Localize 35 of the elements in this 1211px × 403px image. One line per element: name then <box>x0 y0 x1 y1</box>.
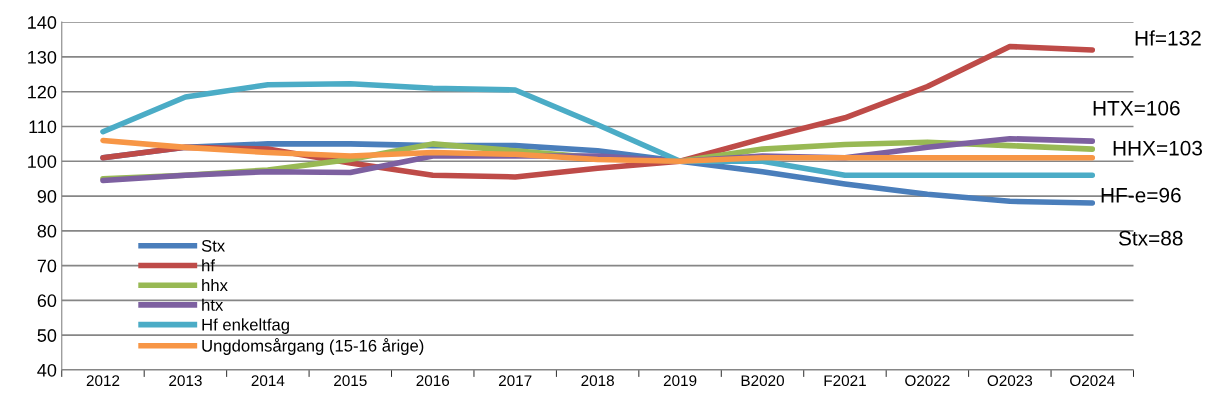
y-tick-label: 130 <box>28 50 57 64</box>
annotation: HF-e=96 <box>1101 187 1181 203</box>
x-tick-label: 2013 <box>169 375 202 387</box>
y-tick-label: 120 <box>28 85 57 99</box>
x-tick-label: O2023 <box>987 375 1033 387</box>
x-tick-label: 2012 <box>86 375 120 387</box>
y-tick-label: 50 <box>37 329 57 342</box>
x-tick-label: 2015 <box>334 375 367 387</box>
legend-label: Ungdomsårgang (15-16 årige) <box>202 338 424 355</box>
annotation: Stx=88 <box>1118 230 1183 246</box>
annotation: HHX=103 <box>1113 140 1202 156</box>
x-tick-label: 2018 <box>581 375 614 387</box>
legend-label: Hf enkeltfag <box>202 318 289 334</box>
legend-label: hf <box>202 259 215 272</box>
x-tick-label: O2024 <box>1070 375 1115 387</box>
x-tick-label: F2021 <box>824 375 866 387</box>
legend-label: htx <box>202 298 224 311</box>
x-tick-label: 2019 <box>663 375 697 387</box>
y-tick-label: 60 <box>37 294 57 308</box>
annotation: HTX=106 <box>1093 100 1180 116</box>
x-tick-label: B2020 <box>741 375 784 387</box>
legend-label: hhx <box>202 278 228 292</box>
legend-label: Stx <box>201 239 225 252</box>
y-tick-label: 100 <box>28 155 57 168</box>
y-tick-label: 90 <box>37 189 57 203</box>
y-tick-label: 110 <box>29 120 57 134</box>
x-tick-label: O2022 <box>905 375 950 387</box>
x-tick-label: 2016 <box>416 375 450 387</box>
x-tick-label: 2014 <box>251 375 285 387</box>
y-tick-label: 40 <box>37 363 57 377</box>
text: Hf=132 <box>1135 30 1201 46</box>
y-tick-label: 140 <box>28 16 57 29</box>
y-tick-label: 80 <box>37 224 57 238</box>
x-tick-label: 2017 <box>498 375 532 387</box>
y-tick-label: 70 <box>37 259 57 273</box>
